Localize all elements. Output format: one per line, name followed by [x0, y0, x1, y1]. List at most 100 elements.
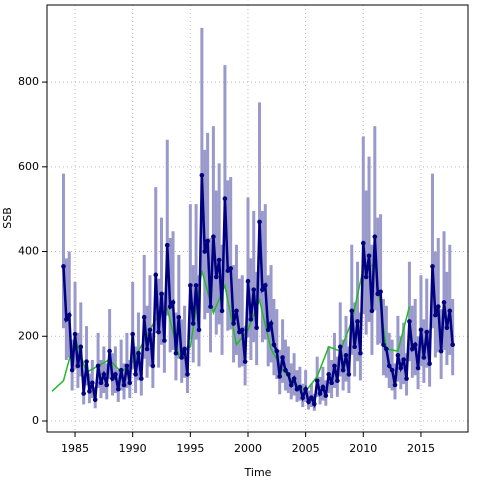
- point: [343, 353, 349, 358]
- point: [144, 346, 150, 352]
- point: [300, 395, 306, 400]
- point: [182, 346, 187, 352]
- point: [427, 361, 432, 367]
- point: [130, 331, 135, 337]
- point: [121, 382, 127, 388]
- point: [450, 342, 455, 348]
- point: [254, 325, 259, 331]
- point: [280, 355, 285, 360]
- point: [213, 274, 219, 280]
- point: [412, 342, 418, 348]
- point: [167, 304, 173, 309]
- point: [115, 386, 121, 392]
- point: [314, 378, 320, 384]
- y-tick-label: 200: [18, 329, 39, 342]
- point: [164, 242, 170, 248]
- y-tick-label: 800: [18, 75, 39, 88]
- point: [326, 372, 332, 377]
- point: [358, 350, 363, 356]
- point: [260, 287, 265, 292]
- point: [118, 367, 124, 373]
- point: [196, 327, 202, 333]
- point: [363, 274, 369, 280]
- point: [340, 367, 346, 373]
- x-tick-label: 1990: [119, 442, 147, 455]
- point: [81, 391, 86, 396]
- x-tick-label: 2010: [349, 442, 377, 455]
- point: [251, 287, 257, 292]
- point: [107, 348, 112, 354]
- point: [139, 376, 144, 381]
- point: [401, 357, 406, 362]
- point: [113, 372, 118, 377]
- point: [205, 238, 210, 244]
- point: [418, 327, 424, 333]
- point: [188, 283, 193, 288]
- point: [435, 304, 441, 309]
- point: [104, 382, 110, 388]
- point: [110, 376, 115, 381]
- point: [61, 264, 66, 269]
- point: [133, 372, 138, 377]
- point: [444, 325, 450, 331]
- point: [309, 395, 314, 400]
- point: [95, 363, 101, 369]
- point: [190, 321, 196, 326]
- point: [211, 234, 216, 240]
- x-tick-label: 2015: [407, 442, 435, 455]
- point: [271, 342, 277, 348]
- point: [268, 321, 274, 326]
- point: [202, 249, 208, 254]
- point: [277, 374, 282, 379]
- point: [179, 355, 184, 360]
- point: [90, 380, 95, 386]
- point: [84, 359, 89, 364]
- point: [136, 350, 141, 356]
- point: [162, 338, 167, 343]
- x-axis-label: Time: [244, 466, 272, 479]
- point: [323, 393, 329, 398]
- point: [329, 380, 334, 386]
- x-tick-label: 1995: [176, 442, 204, 455]
- point: [355, 319, 360, 324]
- point: [124, 363, 130, 369]
- point: [337, 344, 343, 350]
- point: [335, 378, 340, 384]
- point: [297, 384, 303, 390]
- point: [101, 372, 107, 377]
- point: [447, 308, 453, 314]
- point: [150, 363, 156, 369]
- point: [398, 365, 404, 371]
- point: [421, 355, 427, 360]
- point: [389, 367, 395, 373]
- point: [283, 367, 288, 373]
- point: [366, 253, 372, 259]
- point: [193, 283, 199, 288]
- point: [66, 312, 72, 318]
- x-tick-label: 2005: [292, 442, 320, 455]
- point: [72, 331, 78, 337]
- plot-frame: [46, 4, 469, 433]
- point: [320, 384, 326, 390]
- point: [239, 327, 245, 333]
- point: [306, 399, 311, 405]
- y-axis-label: SSB: [1, 207, 14, 229]
- point: [291, 376, 297, 381]
- point: [372, 234, 378, 240]
- point: [262, 283, 268, 288]
- y-tick-label: 400: [18, 245, 39, 258]
- point: [156, 329, 161, 335]
- y-tick-label: 600: [18, 160, 39, 173]
- point: [245, 278, 251, 284]
- point: [303, 386, 308, 392]
- point: [288, 382, 294, 388]
- point: [384, 346, 389, 352]
- point: [438, 348, 444, 354]
- point: [286, 372, 291, 377]
- point: [75, 363, 81, 369]
- point: [392, 382, 398, 388]
- point: [349, 308, 355, 314]
- point: [407, 319, 412, 324]
- y-tick-label: 0: [32, 414, 39, 427]
